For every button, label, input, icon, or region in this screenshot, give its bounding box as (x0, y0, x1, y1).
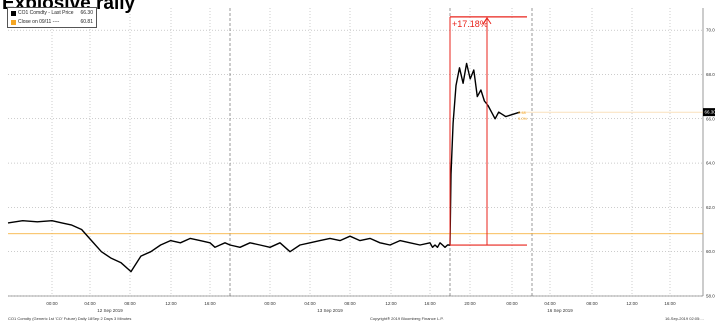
footer-timestamp: 16-Sep-2019 02:05:... (665, 316, 704, 321)
y-tick-label: 58.0 (706, 294, 715, 299)
date-label: 12 Sep 2019 (97, 308, 123, 313)
y-tick-label: 62.0 (706, 205, 715, 210)
x-tick-label: 04:00 (84, 301, 96, 306)
chart-annotations: 66.30 5.489.0% +17.18% (449, 16, 715, 246)
legend-item-last-price: CO1 Comdty - Last Price 66.30 (11, 9, 93, 18)
last-price-badge (703, 108, 715, 117)
footer-source: CO1 Comdty (Generic 1st 'CO' Future) Dai… (8, 316, 132, 321)
legend-value: 60.81 (80, 19, 93, 25)
small-price-label: 5.48 (518, 110, 527, 115)
small-price-label: 9.0% (518, 116, 528, 121)
x-tick-label: 12:00 (165, 301, 177, 306)
x-tick-label: 08:00 (586, 301, 598, 306)
legend-item-close: Close on 09/11 ---- 60.81 (11, 18, 93, 27)
x-tick-label: 08:00 (344, 301, 356, 306)
y-tick-label: 68.0 (706, 72, 715, 77)
chart-legend: CO1 Comdty - Last Price 66.30 Close on 0… (7, 7, 97, 28)
x-tick-label: 04:00 (544, 301, 556, 306)
y-tick-label: 70.0 (706, 28, 715, 33)
x-tick-label: 00:00 (264, 301, 276, 306)
x-tick-label: 08:00 (124, 301, 136, 306)
x-tick-label: 20:00 (464, 301, 476, 306)
chart-series (7, 62, 703, 273)
y-tick-label: 64.0 (706, 161, 715, 166)
y-tick-label: 66.0 (706, 116, 715, 121)
measure-label: +17.18% (452, 19, 488, 29)
x-tick-label: 12:00 (626, 301, 638, 306)
date-label: 16 Sep 2019 (547, 308, 573, 313)
x-tick-label: 16:00 (204, 301, 216, 306)
last-price-badge-text: 66.30 (705, 110, 715, 115)
x-tick-label: 00:00 (46, 301, 58, 306)
legend-value: 66.30 (80, 10, 93, 16)
x-tick-label: 12:00 (385, 301, 397, 306)
x-tick-label: 16:00 (664, 301, 676, 306)
chart-axes: 58.0 60.0 62.0 64.0 66.0 68.0 70.0 00:00 04:00 08… (8, 8, 715, 313)
price-line (7, 62, 521, 273)
legend-label: CO1 Comdty - Last Price (18, 10, 74, 16)
measure-arrow-head (482, 16, 492, 25)
legend-swatch-close (11, 20, 16, 25)
footer-copyright: Copyright® 2019 Bloomberg Finance L.P. (370, 316, 444, 321)
legend-swatch-last-price (11, 11, 16, 16)
x-tick-label: 16:00 (424, 301, 436, 306)
y-tick-label: 60.0 (706, 249, 715, 254)
date-label: 13 Sep 2019 (317, 308, 343, 313)
x-tick-label: 04:00 (304, 301, 316, 306)
x-tick-label: 00:00 (506, 301, 518, 306)
chart-grid (8, 8, 703, 297)
legend-label: Close on 09/11 ---- (18, 19, 60, 25)
